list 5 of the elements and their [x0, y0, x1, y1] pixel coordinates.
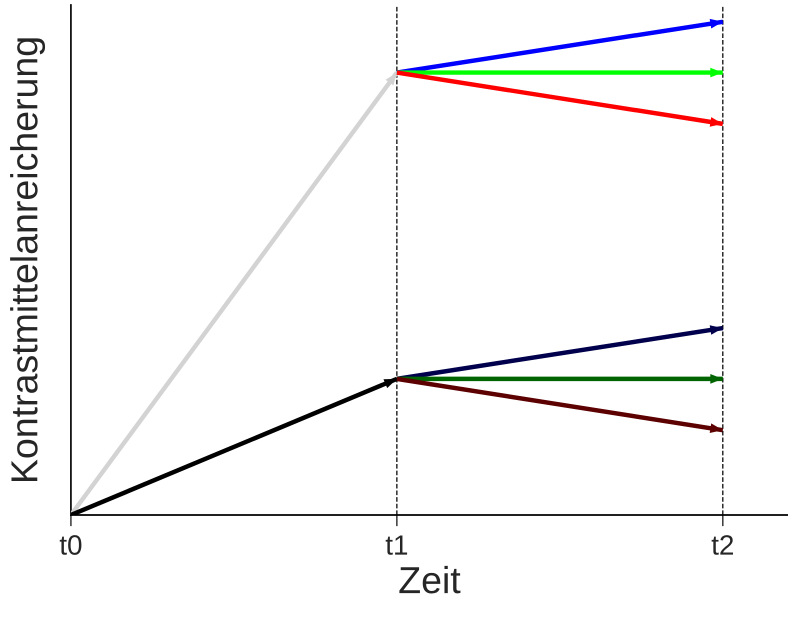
x-tick-label: t0 [60, 535, 82, 555]
x-tick-label: t2 [712, 535, 733, 555]
x-axis-title: Zeit [399, 566, 460, 594]
y-axis-title: Kontrastmittelanreicherung [10, 38, 46, 481]
x-tick-label: t1 [386, 535, 408, 555]
